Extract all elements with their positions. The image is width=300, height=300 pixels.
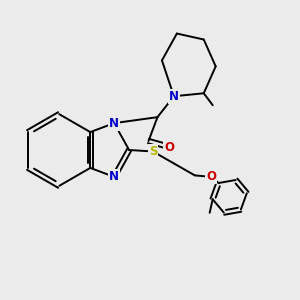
Text: O: O [206,170,216,183]
Text: S: S [149,145,157,158]
Text: N: N [109,117,119,130]
Text: N: N [169,90,179,103]
Text: O: O [164,140,174,154]
Text: N: N [109,170,119,183]
